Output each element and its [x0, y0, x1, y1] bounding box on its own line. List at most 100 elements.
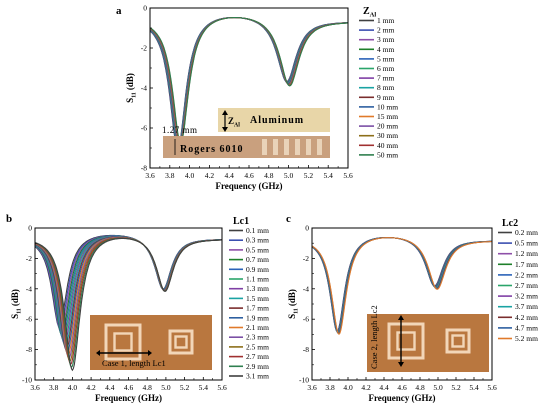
legend-entry: 0.9 mm [246, 265, 269, 274]
inset-antenna: Case 2, length Lc2 [367, 305, 489, 372]
case-label: Case 1, length Lc1 [102, 358, 166, 368]
legend-entry: 0.3 mm [246, 236, 269, 245]
legend-entry: 3.2 mm [515, 292, 538, 301]
x-tick-label: 5.6 [343, 171, 353, 180]
series-group [149, 16, 349, 150]
x-tick-label: 4.6 [124, 383, 134, 392]
legend-entry: 1.1 mm [246, 275, 269, 284]
x-tick-label: 5.0 [161, 383, 171, 392]
x-tick-label: 4.4 [105, 383, 115, 392]
x-tick-label: 3.8 [325, 383, 335, 392]
legend-entry: 3.7 mm [515, 302, 538, 311]
legend-entry: 0.1 mm [246, 226, 269, 235]
y-tick-label: -6 [141, 124, 147, 133]
zal-arrowheads [222, 110, 228, 132]
x-tick-label: 3.8 [165, 171, 175, 180]
antenna-board [367, 314, 489, 372]
legend-entry: 1.5 mm [246, 294, 269, 303]
legend-entry: 2.3 mm [246, 333, 269, 342]
y-tick-label: -8 [303, 345, 309, 354]
x-axis-label: Frequency (GHz) [368, 393, 435, 403]
x-tick-label: 5.4 [199, 383, 209, 392]
x-tick-label: 5.2 [304, 171, 314, 180]
zal-label: ZAl [228, 116, 240, 128]
chart-panel-c: c Case 2, length Lc2 3.6 3.8 4.0 4.2 4.4 4.6 4.8… [286, 213, 538, 403]
series-line-11 [311, 237, 493, 335]
substrate-slot [306, 139, 311, 155]
panel-letter: c [286, 213, 291, 225]
legend-entry: 4 mm [377, 45, 394, 54]
legend-entry: 20 mm [377, 122, 398, 131]
legend-entry: 3.1 mm [246, 372, 269, 381]
resonator-inner-ring [451, 334, 465, 348]
x-tick-label: 4.2 [361, 383, 371, 392]
legend-entry: 1.9 mm [246, 313, 269, 322]
y-tick-label: -8 [26, 345, 32, 354]
resonator-inner-ring [113, 332, 133, 352]
aluminum-label: Aluminum [250, 115, 304, 126]
y-tick-label: -4 [303, 284, 309, 293]
x-tick-label: 4.6 [244, 171, 254, 180]
x-tick-label: 3.6 [307, 383, 317, 392]
x-tick-label: 5.4 [324, 171, 334, 180]
x-tick-label: 5.0 [284, 171, 294, 180]
y-tick-label: 0 [28, 224, 32, 233]
legend-entry: 0.7 mm [246, 255, 269, 264]
resonator-outer-ring [168, 329, 194, 355]
rogers-label: Rogers 6010 [180, 144, 244, 155]
series-group [34, 234, 223, 372]
x-tick-label: 5.6 [217, 383, 227, 392]
legend-entry: 2.5 mm [246, 342, 269, 351]
legend-entry: 3 mm [377, 35, 394, 44]
legend-entry: 1.3 mm [246, 284, 269, 293]
substrate-slot [317, 139, 322, 155]
x-tick-label: 3.8 [49, 383, 59, 392]
x-tick-label: 5.6 [487, 383, 497, 392]
y-axis-label: S11 (dB) [10, 289, 22, 319]
substrate-slot [273, 139, 278, 155]
substrate-slot [295, 139, 300, 155]
y-tick-label: -8 [141, 164, 147, 173]
y-tick-label: 0 [143, 4, 147, 13]
series-group [311, 236, 493, 335]
series-line-15 [149, 17, 349, 144]
y-tick-label: -4 [141, 84, 147, 93]
panel-letter: b [6, 213, 12, 225]
legend-entry: 7 mm [377, 74, 394, 83]
chart-panel-b: b Case 1, length Lc1 3.6 3.8 4.0 4.2 4.4 4.6 4.8… [6, 213, 269, 403]
legend-entry: 4.7 mm [515, 323, 538, 332]
inset-antenna: Case 1, length Lc1 [90, 315, 212, 370]
x-tick-label: 4.2 [205, 171, 215, 180]
resonator-outer-ring [387, 322, 425, 360]
y-tick-label: -2 [303, 254, 309, 263]
inset-cross-section: ZAl Aluminum 1.27 mm Rogers 6010 [162, 108, 330, 158]
legend-entry: 1.7 mm [246, 304, 269, 313]
legend-entry: 9 mm [377, 93, 394, 102]
legend-entry: 15 mm [377, 112, 398, 121]
legend-entry: 1.7 mm [515, 260, 538, 269]
legend-entry: 10 mm [377, 102, 398, 111]
legend-entry: 1.2 mm [515, 249, 538, 258]
case-label: Case 2, length Lc2 [369, 305, 379, 369]
x-tick-label: 4.4 [225, 171, 235, 180]
legend-entry: 0.5 mm [515, 239, 538, 248]
legend-entry: 2 mm [377, 26, 394, 35]
x-tick-label: 4.8 [264, 171, 274, 180]
x-tick-label: 3.6 [30, 383, 40, 392]
legend-entry: 0.5 mm [246, 245, 269, 254]
x-tick-label: 5.2 [180, 383, 190, 392]
legend-entry: 5.2 mm [515, 334, 538, 343]
y-tick-label: -2 [26, 254, 32, 263]
legend-entry: 2.2 mm [515, 270, 538, 279]
legend-entry: 4.2 mm [515, 313, 538, 322]
chart-panel-a: a ZAl Aluminum 1.27 mm Rogers 6010 3.6 3.8 4.0 4… [116, 4, 398, 192]
resonator-outer-ring [104, 323, 142, 361]
legend-entry: 2.9 mm [246, 362, 269, 371]
x-tick-label: 4.2 [86, 383, 96, 392]
legend-title: Lc2 [502, 218, 518, 229]
resonator-outer-ring [445, 328, 471, 354]
y-tick-label: -2 [141, 44, 147, 53]
